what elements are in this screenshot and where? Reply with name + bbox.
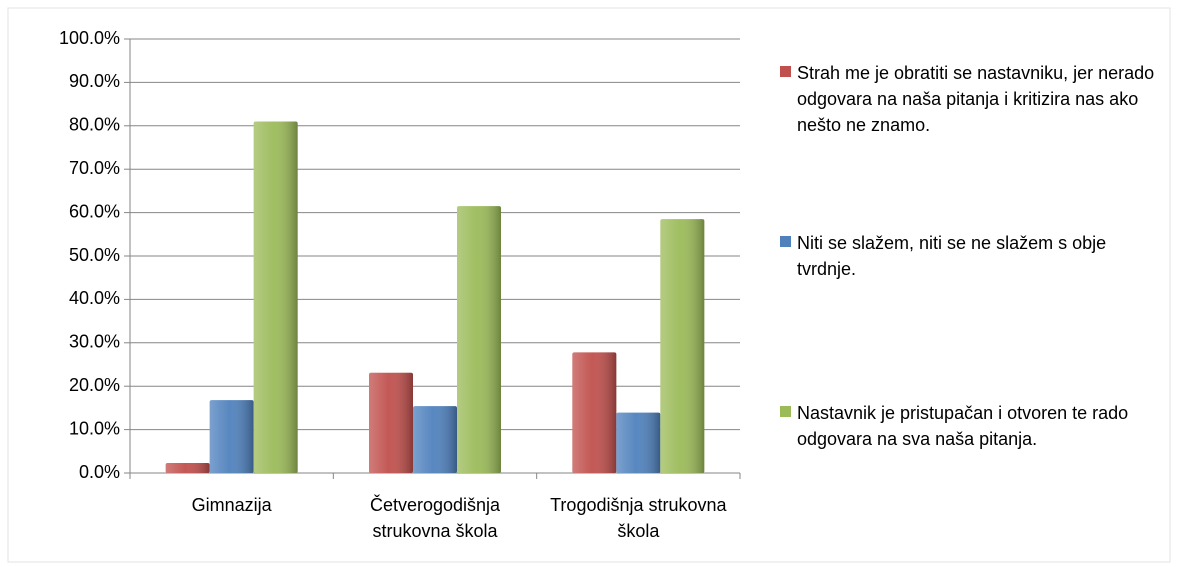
bar-shade: [369, 372, 413, 473]
y-tick-label: 80.0%: [69, 115, 120, 135]
legend-label: Nastavnik je pristupačan i otvoren te ra…: [797, 403, 1129, 449]
x-tick-label: Trogodišnja strukovna škola: [550, 495, 727, 541]
bar-shade: [660, 219, 705, 473]
y-tick-label: 0.0%: [79, 462, 120, 482]
x-tick-label: Četverogodišnja strukovna škola: [369, 495, 501, 541]
legend-label: Niti se slažem, niti se ne slažem s obje…: [797, 233, 1107, 279]
bar-shade: [457, 206, 501, 473]
bar-shade: [165, 463, 210, 473]
y-tick-label: 100.0%: [59, 28, 120, 48]
bar-shade: [253, 121, 298, 474]
bar-shade: [616, 412, 661, 473]
legend-swatch: [780, 66, 791, 77]
y-tick-label: 20.0%: [69, 375, 120, 395]
x-tick-label: Gimnazija: [191, 495, 272, 515]
legend-label: Strah me je obratiti se nastavniku, jer …: [797, 63, 1155, 135]
y-tick-label: 10.0%: [69, 418, 120, 438]
bar-shade: [209, 400, 254, 473]
y-tick-label: 40.0%: [69, 288, 120, 308]
bar-shade: [572, 352, 617, 473]
bar-shade: [413, 406, 457, 473]
y-tick-label: 30.0%: [69, 332, 120, 352]
y-tick-label: 90.0%: [69, 71, 120, 91]
y-tick-label: 50.0%: [69, 245, 120, 265]
legend-swatch: [780, 236, 791, 247]
legend-swatch: [780, 406, 791, 417]
y-tick-label: 70.0%: [69, 158, 120, 178]
chart-border: [7, 7, 1171, 563]
y-tick-label: 60.0%: [69, 201, 120, 221]
